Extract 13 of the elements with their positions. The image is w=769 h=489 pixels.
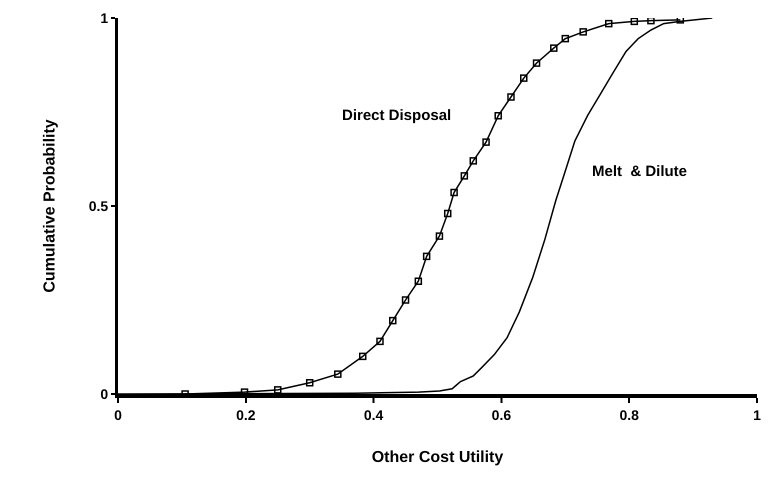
x-tick-label: 1: [753, 406, 762, 423]
text: Direct Disposal: [342, 107, 452, 124]
y-tick-label: 0: [100, 386, 108, 402]
x-tick-label: 0: [114, 406, 122, 423]
x-tick-label: 0.2: [236, 406, 256, 423]
y-tick-label: 0.5: [88, 198, 108, 214]
x-tick-label: 0.6: [492, 406, 512, 423]
x-tick-label: 0.4: [364, 406, 384, 423]
y-tick-label: 1: [100, 10, 108, 26]
y-axis-title: Cumulative Probability: [42, 119, 59, 293]
x-axis-title: Other Cost Utility: [372, 449, 504, 466]
x-tick-label: 0.8: [619, 406, 640, 423]
series-label: Melt & Dilute: [592, 163, 688, 180]
